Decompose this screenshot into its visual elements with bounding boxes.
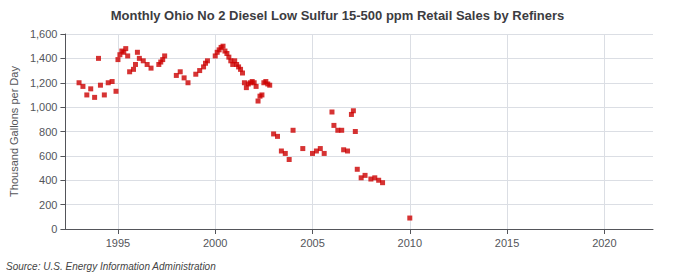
svg-text:Thousand Gallons per Day: Thousand Gallons per Day bbox=[8, 66, 20, 197]
svg-text:200: 200 bbox=[39, 199, 57, 211]
svg-text:1,400: 1,400 bbox=[30, 52, 58, 64]
svg-text:Monthly Ohio No 2 Diesel Low S: Monthly Ohio No 2 Diesel Low Sulfur 15-5… bbox=[111, 8, 565, 23]
svg-text:0: 0 bbox=[51, 223, 57, 235]
svg-text:2005: 2005 bbox=[300, 237, 324, 249]
svg-text:1995: 1995 bbox=[106, 237, 130, 249]
svg-text:2000: 2000 bbox=[203, 237, 227, 249]
svg-text:2020: 2020 bbox=[592, 237, 616, 249]
svg-text:600: 600 bbox=[39, 150, 57, 162]
svg-text:Source: U.S. Energy Informatio: Source: U.S. Energy Information Administ… bbox=[6, 261, 216, 272]
svg-text:1,600: 1,600 bbox=[30, 28, 58, 40]
svg-text:800: 800 bbox=[39, 126, 57, 138]
svg-text:400: 400 bbox=[39, 174, 57, 186]
svg-text:2010: 2010 bbox=[398, 237, 422, 249]
svg-text:1,200: 1,200 bbox=[30, 77, 58, 89]
svg-text:2015: 2015 bbox=[495, 237, 519, 249]
svg-text:1,000: 1,000 bbox=[30, 101, 58, 113]
